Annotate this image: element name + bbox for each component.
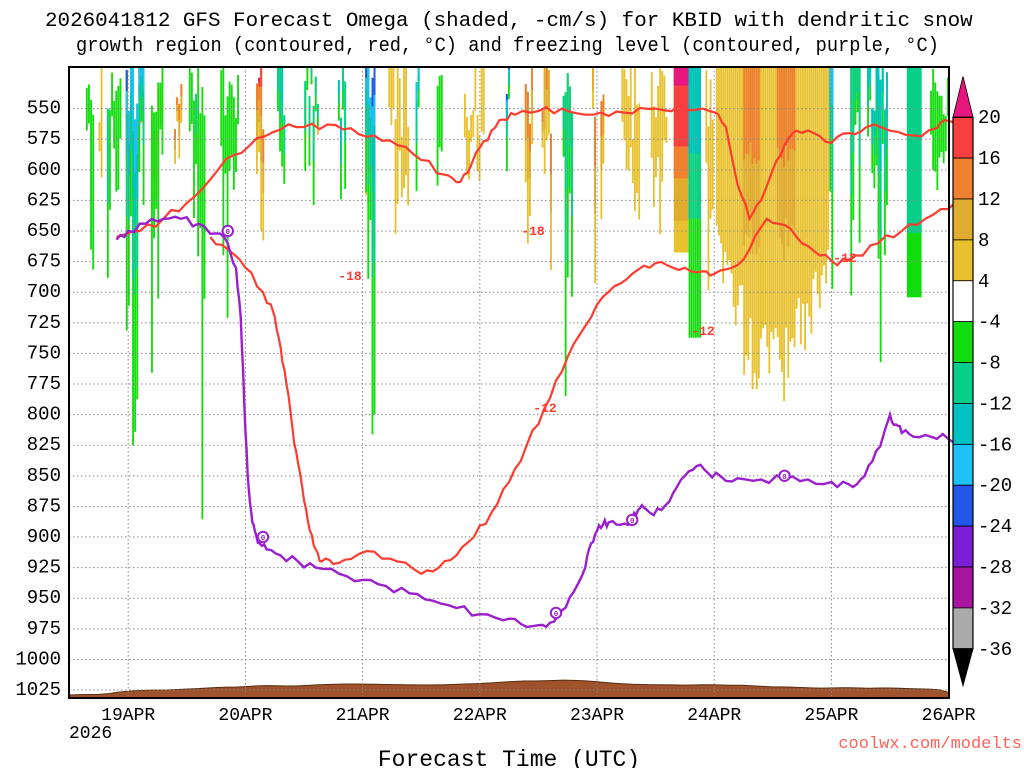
svg-text:25APR: 25APR: [804, 706, 858, 726]
svg-text:850: 850: [27, 465, 61, 487]
svg-text:750: 750: [27, 342, 61, 364]
svg-text:16: 16: [978, 148, 1001, 170]
svg-text:-18: -18: [338, 269, 362, 284]
svg-text:coolwx.com/modelts: coolwx.com/modelts: [838, 735, 1022, 754]
svg-text:20: 20: [978, 107, 1001, 129]
svg-text:625: 625: [27, 189, 61, 211]
svg-text:925: 925: [27, 557, 61, 579]
svg-text:19APR: 19APR: [101, 706, 155, 726]
svg-text:575: 575: [27, 128, 61, 150]
svg-text:12: 12: [978, 189, 1001, 211]
svg-text:-4: -4: [978, 312, 1001, 334]
svg-text:900: 900: [27, 526, 61, 548]
svg-text:600: 600: [27, 159, 61, 181]
svg-text:825: 825: [27, 434, 61, 456]
svg-text:-12: -12: [533, 401, 557, 416]
svg-text:0: 0: [782, 474, 787, 482]
svg-text:-18: -18: [521, 224, 545, 239]
svg-text:550: 550: [27, 98, 61, 120]
svg-text:8: 8: [978, 230, 989, 252]
svg-text:-36: -36: [978, 639, 1012, 661]
svg-text:22APR: 22APR: [453, 706, 507, 726]
svg-text:4: 4: [978, 271, 989, 293]
svg-text:20APR: 20APR: [218, 706, 272, 726]
svg-text:-8: -8: [978, 353, 1001, 375]
svg-text:800: 800: [27, 404, 61, 426]
svg-text:-16: -16: [978, 434, 1012, 456]
svg-text:1000: 1000: [15, 648, 61, 670]
svg-text:21APR: 21APR: [336, 706, 390, 726]
svg-text:875: 875: [27, 495, 61, 517]
svg-text:0: 0: [226, 229, 231, 237]
svg-text:Forecast Time (UTC): Forecast Time (UTC): [378, 747, 640, 768]
svg-text:950: 950: [27, 587, 61, 609]
svg-text:2026: 2026: [69, 724, 112, 744]
svg-text:1025: 1025: [15, 679, 61, 701]
svg-text:725: 725: [27, 312, 61, 334]
svg-text:0: 0: [554, 611, 559, 619]
svg-text:700: 700: [27, 281, 61, 303]
svg-text:975: 975: [27, 618, 61, 640]
svg-text:23APR: 23APR: [570, 706, 624, 726]
svg-text:growth region (contoured, red,: growth region (contoured, red, °C) and f…: [76, 35, 939, 58]
svg-text:26APR: 26APR: [922, 706, 976, 726]
svg-text:-20: -20: [978, 475, 1012, 497]
svg-text:-28: -28: [978, 557, 1012, 579]
svg-text:-24: -24: [978, 516, 1012, 538]
svg-text:-12: -12: [691, 324, 715, 339]
svg-text:-12: -12: [833, 251, 857, 266]
svg-text:-32: -32: [978, 598, 1012, 620]
svg-text:675: 675: [27, 251, 61, 273]
svg-text:0: 0: [261, 535, 266, 543]
svg-text:-12: -12: [978, 393, 1012, 415]
svg-text:0: 0: [630, 518, 635, 526]
svg-text:2026041812 GFS Forecast Omega: 2026041812 GFS Forecast Omega (shaded, -…: [45, 10, 973, 33]
svg-text:650: 650: [27, 220, 61, 242]
svg-text:775: 775: [27, 373, 61, 395]
svg-text:24APR: 24APR: [687, 706, 741, 726]
